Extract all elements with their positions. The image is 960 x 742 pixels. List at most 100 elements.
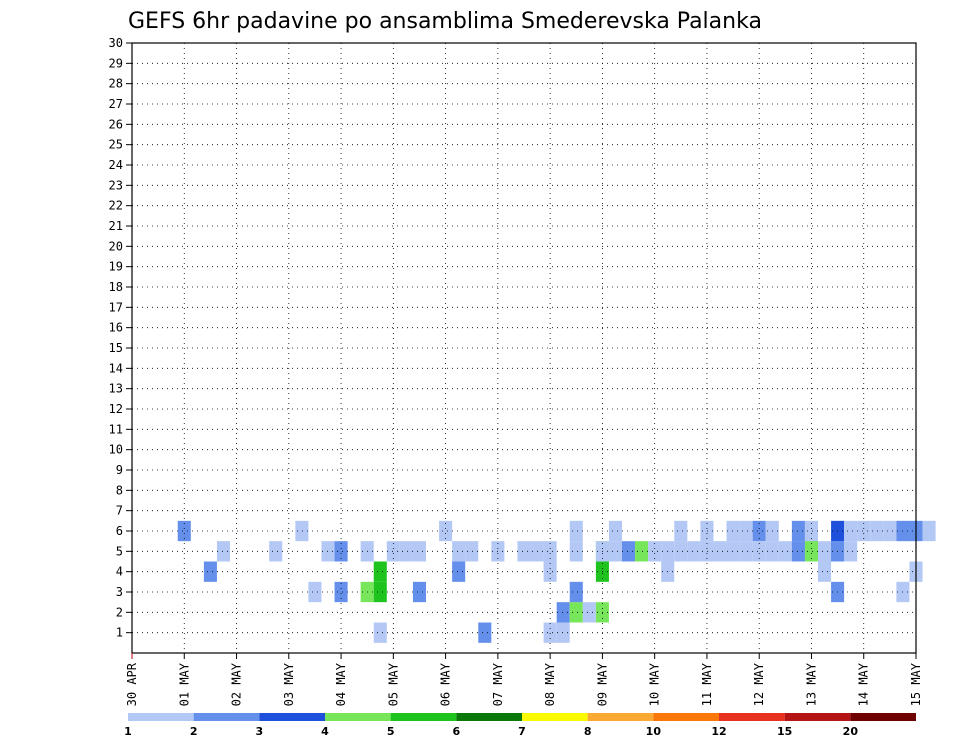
heatmap-cell	[177, 520, 191, 542]
heatmap-cell	[543, 561, 557, 582]
x-tick-label: 11 MAY	[700, 662, 714, 706]
y-tick-label: 29	[109, 56, 123, 70]
x-tick-label: 13 MAY	[804, 662, 818, 706]
y-tick-label: 21	[109, 219, 123, 233]
y-tick-label: 1	[116, 626, 123, 640]
heatmap-cell	[922, 520, 936, 542]
colorbar-label: 10	[646, 725, 662, 738]
colorbar-swatch	[325, 713, 391, 721]
y-tick-label: 22	[109, 199, 123, 213]
x-tick-label: 06 MAY	[439, 662, 453, 706]
y-tick-label: 17	[109, 300, 123, 314]
y-tick-label: 18	[109, 280, 123, 294]
y-tick-label: 23	[109, 178, 123, 192]
x-tick-label: 07 MAY	[491, 662, 505, 706]
colorbar-swatch	[850, 713, 916, 721]
heatmap-cell	[726, 541, 740, 562]
heatmap-cell	[569, 581, 583, 603]
heatmap-cell	[399, 541, 413, 562]
heatmap-cell	[752, 541, 766, 562]
colorbar-swatch	[653, 713, 719, 721]
colorbar-swatch	[784, 713, 851, 721]
x-tick-label: 01 MAY	[177, 662, 191, 706]
x-tick-label: 03 MAY	[282, 662, 296, 706]
heatmap-cell	[870, 520, 884, 542]
y-tick-label: 12	[109, 402, 123, 416]
heatmap-cell	[465, 541, 479, 562]
colorbar-swatch	[390, 713, 457, 721]
colorbar-label: 8	[584, 725, 592, 738]
heatmap-cell	[543, 622, 557, 643]
y-tick-label: 11	[109, 422, 123, 436]
x-tick-label: 14 MAY	[857, 662, 871, 706]
grid-lines	[132, 43, 916, 653]
heatmap-cell	[700, 520, 714, 542]
heatmap-cell	[883, 520, 897, 542]
heatmap-cell	[412, 541, 426, 562]
y-tick-label: 5	[116, 544, 123, 558]
x-tick-label: 05 MAY	[386, 662, 400, 706]
x-tick-label: 15 MAY	[909, 662, 923, 706]
heatmap-cell	[373, 561, 387, 582]
heatmap-cell	[269, 541, 283, 562]
heatmap-cell	[713, 541, 727, 562]
heatmap-cell	[386, 541, 400, 562]
y-tick-label: 2	[116, 605, 123, 619]
colorbar-swatch	[719, 713, 785, 721]
colorbar-label: 1	[124, 725, 132, 738]
heatmap-cell	[687, 541, 701, 562]
x-tick-label: 08 MAY	[543, 662, 557, 706]
x-axis-ticks: 30 APR 01 MAY 02 MAY 03 MAY 04 MAY 05 MAY 06 M…	[125, 653, 923, 706]
heatmap-cell	[569, 520, 583, 542]
y-tick-label: 16	[109, 321, 123, 335]
heatmap-cell	[452, 541, 466, 562]
y-tick-label: 20	[109, 239, 123, 253]
heatmap-cell	[203, 561, 217, 582]
y-tick-label: 13	[109, 382, 123, 396]
colorbar-label: 12	[711, 725, 726, 738]
heatmap-cell	[778, 541, 792, 562]
heatmap-cell	[373, 622, 387, 643]
heatmap-cell	[608, 541, 622, 562]
heatmap-cell	[556, 622, 570, 643]
y-tick-label: 26	[109, 117, 123, 131]
x-tick-label: 04 MAY	[334, 662, 348, 706]
y-tick-label: 25	[109, 138, 123, 152]
y-tick-label: 6	[116, 524, 123, 538]
heatmap-cell	[804, 541, 818, 562]
heatmap-cell	[569, 541, 583, 562]
heatmap-cell	[635, 541, 649, 562]
heatmap-cell	[739, 520, 753, 542]
heatmap-cell	[674, 541, 688, 562]
heatmap-cell	[517, 541, 531, 562]
x-tick-label: 09 MAY	[595, 662, 609, 706]
colorbar-swatch	[522, 713, 588, 721]
colorbar-label: 3	[256, 725, 264, 738]
x-tick-label: 02 MAY	[230, 662, 244, 706]
heatmap-cell	[857, 520, 871, 542]
heatmap-cell	[674, 520, 688, 542]
heatmap-cell	[818, 561, 832, 582]
colorbar-swatch	[193, 713, 260, 721]
colorbar-label: 20	[843, 725, 859, 738]
heatmap-cell	[791, 520, 805, 542]
heatmap-cell	[334, 581, 348, 603]
y-tick-label: 7	[116, 504, 123, 518]
heatmap-cell	[373, 581, 387, 603]
colorbar-legend: 1 2 3 4 5 6 7 8 10 12 15 20	[124, 713, 916, 738]
heatmap-cell	[804, 520, 818, 542]
colorbar-label: 2	[190, 725, 198, 738]
colorbar-swatch	[128, 713, 194, 721]
colorbar-swatch	[456, 713, 522, 721]
y-tick-label: 19	[109, 260, 123, 274]
heatmap-cell	[308, 581, 322, 603]
heatmap-cell	[726, 520, 740, 542]
heatmap-cell	[439, 520, 453, 542]
heatmap-cell	[844, 520, 858, 542]
colorbar-label: 7	[518, 725, 526, 738]
heatmap-cell	[844, 541, 858, 562]
heatmap-cell	[582, 602, 596, 623]
heatmap-cell	[543, 541, 557, 562]
y-tick-label: 30	[109, 36, 123, 50]
heatmap-cell	[478, 622, 492, 643]
